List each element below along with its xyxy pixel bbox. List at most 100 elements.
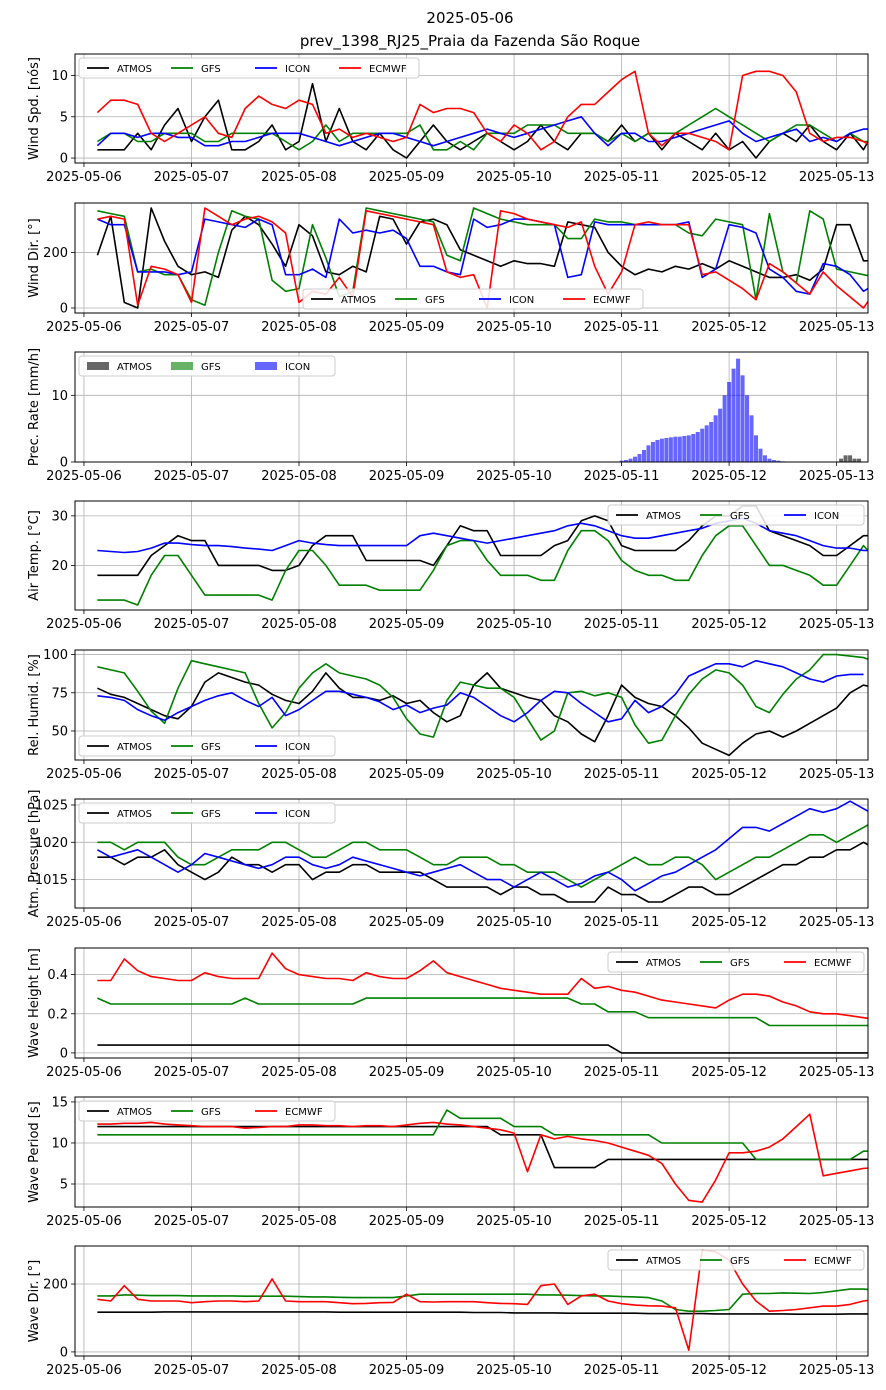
legend-label-gfs: GFS	[201, 809, 221, 820]
legend-label-atmos: ATMOS	[646, 1256, 681, 1267]
legend-label-icon: ICON	[509, 295, 534, 306]
legend: ATMOS GFS ICON	[78, 355, 336, 377]
prec-bar-icon	[633, 456, 638, 462]
series-line-gfs	[97, 997, 868, 1027]
legend-label-gfs: GFS	[730, 511, 750, 522]
legend-label-ecmwf: ECMWF	[369, 64, 407, 75]
series-line-gfs	[97, 1288, 868, 1312]
y-tick-label: 1020	[35, 836, 68, 851]
prec-bar-icon	[673, 436, 678, 462]
legend: ATMOS GFS ICON	[78, 802, 336, 824]
x-tick-label: 2025-05-08	[261, 617, 337, 632]
series-line-ecmwf	[97, 952, 868, 1020]
x-tick-label: 2025-05-09	[369, 1214, 445, 1229]
x-tick-label: 2025-05-06	[46, 1363, 122, 1378]
x-tick-label: 2025-05-09	[369, 767, 445, 782]
legend-label-gfs: GFS	[201, 362, 221, 373]
legend-box	[78, 802, 336, 824]
legend: ATMOS GFS ICON	[78, 735, 336, 757]
prec-bar-icon	[736, 358, 741, 462]
x-tick-label: 2025-05-10	[476, 320, 552, 335]
x-tick-label: 2025-05-13	[799, 1363, 875, 1378]
legend-box	[78, 1100, 336, 1122]
x-tick-label: 2025-05-11	[584, 170, 660, 185]
axes-frame	[74, 351, 869, 463]
y-tick-label: 5	[60, 110, 68, 125]
x-tick-label: 2025-05-08	[261, 1363, 337, 1378]
legend-swatch-atmos	[87, 362, 109, 370]
series-line-atmos	[97, 841, 868, 903]
prec-bar-icon	[745, 395, 750, 462]
prec-bar-icon	[713, 415, 718, 462]
y-tick-label: 10	[51, 69, 68, 84]
prec-bar-icon	[628, 458, 633, 462]
series-line-atmos	[97, 1044, 868, 1054]
legend-box	[78, 735, 336, 757]
y-tick-label: 200	[43, 246, 68, 261]
x-tick-label: 2025-05-09	[369, 469, 445, 484]
x-tick-label: 2025-05-11	[584, 767, 660, 782]
legend-label-atmos: ATMOS	[117, 362, 152, 373]
figure-title-station: prev_1398_RJ25_Praia da Fazenda São Roqu…	[300, 32, 640, 51]
x-tick-label: 2025-05-09	[369, 915, 445, 930]
panel-2: 2025-05-06 2025-05-07 2025-05-08 2025-05-09…	[27, 202, 874, 335]
x-tick-label: 2025-05-10	[476, 1363, 552, 1378]
prec-bar-icon	[624, 460, 629, 462]
plot-area	[619, 358, 862, 462]
legend: ATMOS GFS ICON	[607, 504, 865, 526]
x-tick-label: 2025-05-12	[691, 767, 767, 782]
prec-bar-icon	[767, 458, 772, 462]
x-tick-label: 2025-05-10	[476, 617, 552, 632]
x-tick-label: 2025-05-10	[476, 767, 552, 782]
series-line-gfs	[97, 1109, 868, 1161]
x-tick-label: 2025-05-08	[261, 170, 337, 185]
x-tick-label: 2025-05-08	[261, 1214, 337, 1229]
plot-area	[97, 505, 868, 606]
y-axis-label: Wave Period [s]	[27, 1101, 42, 1202]
x-tick-label: 2025-05-07	[154, 767, 230, 782]
x-tick-label: 2025-05-07	[154, 170, 230, 185]
plot-area	[97, 1109, 868, 1203]
legend: ATMOS GFS ICON ECMWF	[302, 288, 644, 310]
series-line-atmos	[97, 505, 868, 577]
y-tick-label: 75	[51, 686, 68, 701]
series-line-atmos	[97, 672, 868, 757]
y-tick-label: 0	[60, 456, 68, 471]
y-tick-label: 0.2	[47, 1007, 68, 1022]
y-axis-label: Wind Dir. [°]	[27, 218, 42, 298]
panel-5: 2025-05-06 2025-05-07 2025-05-08 2025-05-09…	[27, 648, 874, 782]
x-tick-label: 2025-05-07	[154, 1363, 230, 1378]
x-tick-label: 2025-05-07	[154, 320, 230, 335]
x-tick-label: 2025-05-12	[691, 320, 767, 335]
axes-frame	[74, 202, 869, 314]
prec-bar-icon	[740, 375, 745, 462]
x-tick-label: 2025-05-11	[584, 1363, 660, 1378]
series-line-icon	[97, 517, 868, 554]
x-tick-label: 2025-05-10	[476, 1065, 552, 1080]
prec-bar-icon	[758, 448, 763, 462]
axes-frame	[74, 1245, 869, 1357]
y-tick-label: 0	[60, 152, 68, 167]
plot-area	[97, 653, 868, 757]
x-tick-label: 2025-05-11	[584, 1065, 660, 1080]
legend-label-ecmwf: ECMWF	[285, 1107, 323, 1118]
prec-bar-atmos	[852, 458, 857, 462]
legend-label-icon: ICON	[285, 362, 310, 373]
y-tick-label: 1025	[35, 798, 68, 813]
legend-box	[607, 504, 865, 526]
x-tick-label: 2025-05-12	[691, 617, 767, 632]
panel-9: 2025-05-06 2025-05-07 2025-05-08 2025-05-09…	[27, 1245, 875, 1378]
prec-bar-icon	[771, 460, 776, 462]
legend-box	[607, 951, 865, 973]
y-tick-label: 50	[51, 724, 68, 739]
y-tick-label: 0	[60, 1345, 68, 1360]
legend-label-icon: ICON	[285, 809, 310, 820]
prec-bar-icon	[619, 460, 624, 462]
prec-bar-icon	[637, 454, 642, 462]
x-tick-label: 2025-05-08	[261, 469, 337, 484]
y-axis-label: Wind Spd. [nós]	[27, 57, 42, 160]
x-tick-label: 2025-05-08	[261, 767, 337, 782]
prec-bar-icon	[682, 436, 687, 462]
